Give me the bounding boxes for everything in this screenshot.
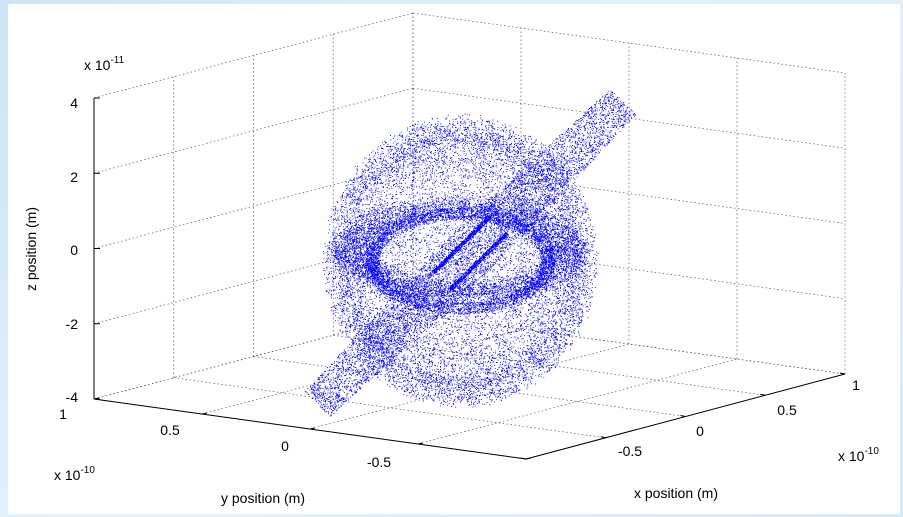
x-tick-label: -0.5 — [618, 443, 642, 459]
scatter-points — [305, 90, 636, 417]
z-tick-label: 0 — [70, 242, 78, 258]
grid-line — [93, 163, 414, 249]
y-tick-mark — [93, 397, 100, 400]
data-points — [305, 90, 636, 417]
grid-line — [93, 87, 414, 174]
grid-line — [309, 343, 630, 430]
z-tick-label: -2 — [66, 316, 79, 332]
scatter3d-chart: 4 2 0 -2 -4 x 10-11 z position (m) 1 0.5… — [23, 12, 879, 506]
grid-line — [412, 313, 846, 375]
y-tick-label: 0 — [281, 438, 289, 454]
y-tick-mark — [525, 457, 532, 460]
grid-line — [412, 163, 846, 224]
y-axis-label: y position (m) — [221, 490, 305, 506]
grid-line — [93, 238, 414, 325]
x-tick-mark — [839, 372, 846, 375]
z-tick-label: 2 — [70, 169, 78, 185]
x-exponent-label: x 10-10 — [838, 446, 879, 464]
x-tick-mark — [600, 436, 606, 439]
x-tick-mark — [760, 393, 766, 396]
y-tick-mark — [417, 442, 424, 445]
x-tick-mark — [680, 415, 686, 417]
grid-line — [253, 356, 686, 417]
x-tick-label: 0 — [696, 423, 704, 439]
grid-line — [412, 87, 846, 149]
y-tick-mark — [309, 427, 316, 430]
axes-box — [93, 97, 846, 460]
grid-line — [93, 313, 414, 400]
z-axis-label: z position (m) — [23, 207, 39, 291]
y-tick-label: 0.5 — [160, 422, 180, 438]
z-exponent-label: x 10-11 — [84, 55, 125, 73]
x-tick-label: 1 — [852, 377, 860, 393]
y-tick-label: 1 — [59, 406, 67, 422]
y-tick-mark — [201, 412, 208, 415]
x-tick-mark — [520, 457, 527, 460]
grid-line — [173, 377, 606, 439]
grid-line — [93, 12, 414, 99]
y-tick-label: -0.5 — [367, 454, 391, 470]
grid-line — [417, 358, 738, 445]
x-axis-label: x position (m) — [634, 485, 718, 501]
y-exponent-label: x 10-10 — [54, 465, 95, 483]
grid-line — [412, 12, 846, 74]
grid-line — [201, 328, 522, 415]
z-tick-label: 4 — [70, 95, 78, 111]
plot-frame: 4 2 0 -2 -4 x 10-11 z position (m) 1 0.5… — [8, 4, 900, 514]
x-tick-label: 0.5 — [777, 402, 797, 418]
z-tick-label: -4 — [66, 389, 79, 405]
